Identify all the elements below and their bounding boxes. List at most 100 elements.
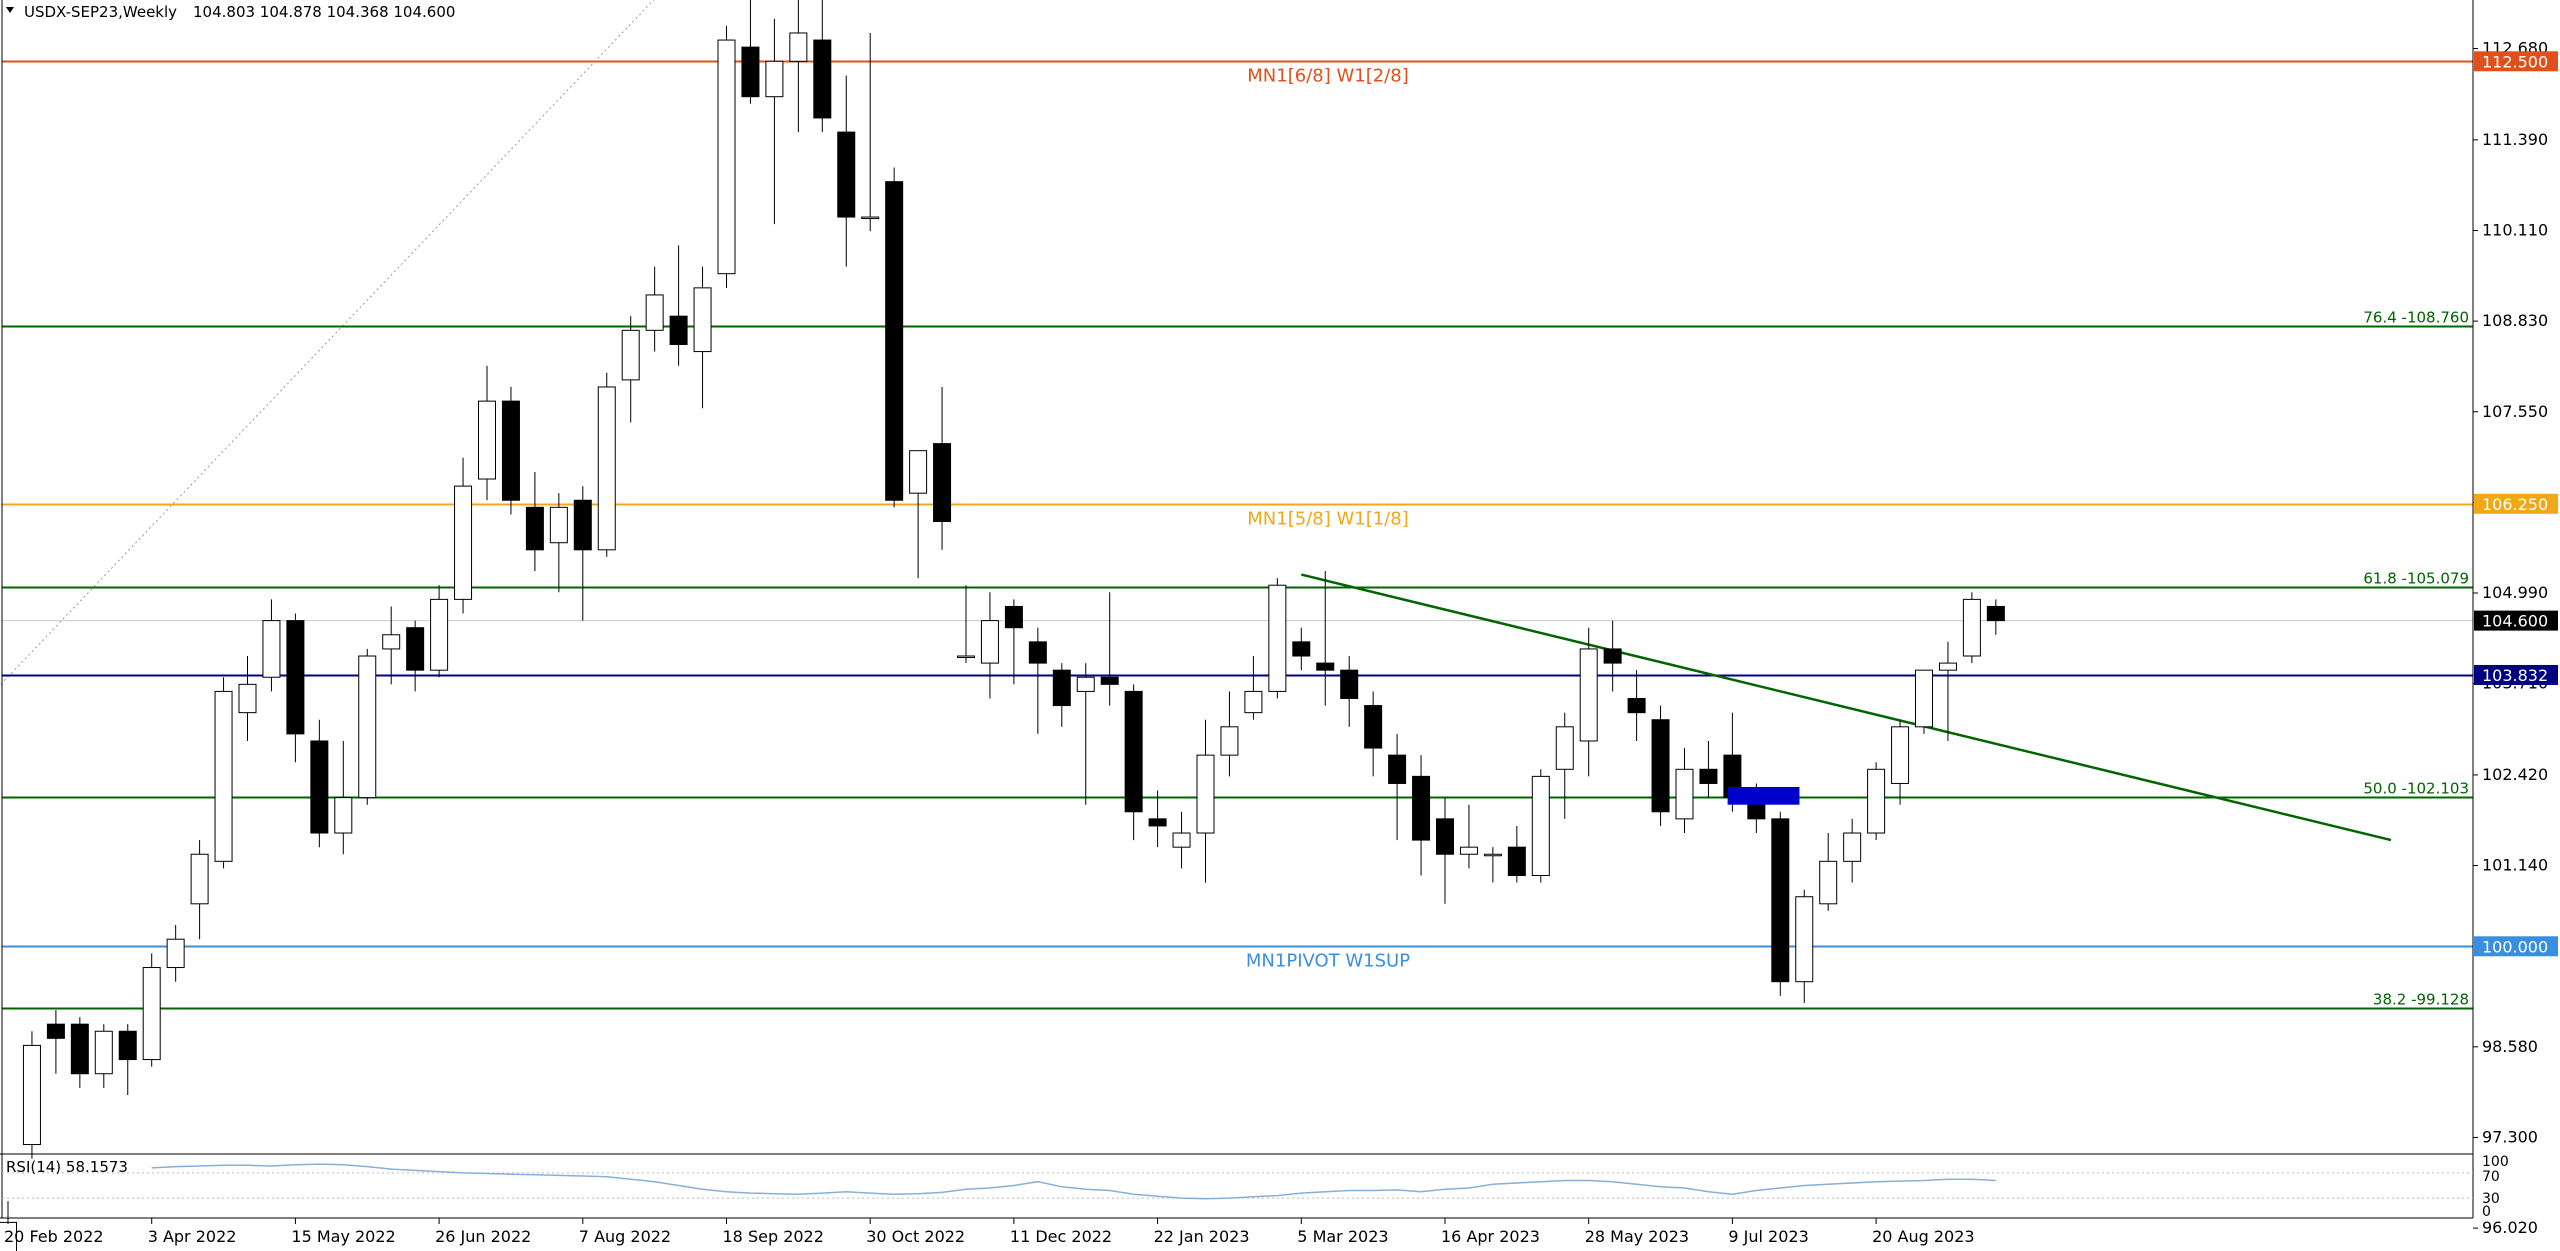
candle xyxy=(1843,818,1862,883)
candle xyxy=(645,266,664,352)
time-tick-label: 11 Dec 2022 xyxy=(1010,1227,1112,1246)
candle-body xyxy=(1675,768,1694,820)
horizontal-levels-layer: 100.0 -114.710MN1[6/8] W1[2/8]76.4 -108.… xyxy=(2,60,2473,1010)
candle xyxy=(765,18,784,225)
candle-body xyxy=(1819,860,1838,905)
candle xyxy=(885,167,904,508)
price-tag-label: 103.832 xyxy=(2482,666,2548,685)
price-tick-label: 96.020 xyxy=(2482,1218,2538,1237)
candle-body xyxy=(1771,818,1790,983)
candle-body xyxy=(885,181,904,501)
price-tag-label: 106.250 xyxy=(2482,495,2548,514)
candle-body xyxy=(669,315,688,345)
candle xyxy=(1771,811,1790,996)
candle xyxy=(1699,740,1718,798)
candle-body xyxy=(1795,896,1814,983)
candle xyxy=(1388,733,1407,841)
fib-diagonal-line xyxy=(0,0,655,685)
candle-body xyxy=(1699,768,1718,784)
candle-body xyxy=(334,797,353,834)
candle xyxy=(1412,755,1431,876)
candle xyxy=(454,457,473,614)
price-tick-label: 111.390 xyxy=(2482,130,2548,149)
rsi-line xyxy=(151,1163,1996,1200)
candle xyxy=(1124,684,1143,841)
candle xyxy=(1052,663,1071,727)
dropdown-arrow-icon[interactable] xyxy=(6,7,14,13)
candle-body xyxy=(549,506,568,544)
rsi-scale-30: 30 xyxy=(2482,1191,2500,1207)
time-tick-label: 22 Jan 2023 xyxy=(1154,1227,1250,1246)
candle-body xyxy=(1220,726,1239,756)
candle xyxy=(861,32,880,232)
candle-body xyxy=(430,598,449,671)
candle xyxy=(597,372,616,557)
price-tick-label: 98.580 xyxy=(2482,1037,2538,1056)
candle xyxy=(1220,691,1239,777)
candle-body xyxy=(1843,832,1862,862)
candle-body xyxy=(1028,641,1047,664)
candle-body xyxy=(1915,669,1933,728)
candle xyxy=(310,719,329,848)
candle xyxy=(549,493,568,593)
time-tick-label: 5 Mar 2023 xyxy=(1297,1227,1388,1246)
candle-body xyxy=(1459,846,1478,855)
candle-body xyxy=(382,634,401,650)
candle xyxy=(717,25,736,288)
candle xyxy=(22,1031,41,1159)
candle-body xyxy=(1316,662,1335,671)
time-axis: 20 Feb 2022 3 Apr 2022 15 May 2022 26 Jun 2… xyxy=(0,1217,2473,1246)
candle xyxy=(1603,620,1622,692)
candle-body xyxy=(1507,846,1526,876)
trendline[interactable] xyxy=(1301,573,2392,842)
price-tick-label: 101.140 xyxy=(2482,856,2548,875)
candle-body xyxy=(70,1023,89,1075)
rsi-scale-70: 70 xyxy=(2482,1169,2500,1185)
time-tick-label: 18 Sep 2022 xyxy=(723,1227,824,1246)
candle-body xyxy=(741,46,760,98)
candle-body xyxy=(1531,775,1550,876)
candle-body xyxy=(501,400,520,501)
candle-body xyxy=(813,39,832,119)
candle xyxy=(909,450,928,579)
candle xyxy=(1962,592,1981,664)
time-tick-label: 15 May 2022 xyxy=(291,1227,395,1246)
candle xyxy=(382,606,401,685)
candle xyxy=(980,592,999,699)
price-tick-label: 104.990 xyxy=(2482,583,2548,602)
price-tick-label: 108.830 xyxy=(2482,311,2548,330)
candle xyxy=(693,266,712,409)
candle-body xyxy=(190,853,209,905)
candle xyxy=(1651,705,1670,826)
candle-body xyxy=(454,485,473,600)
candle-body xyxy=(789,32,808,62)
symbol-info: USDX-SEP23,Weekly xyxy=(24,3,177,21)
candle xyxy=(286,613,305,763)
candle xyxy=(573,486,592,621)
candle-body xyxy=(1148,818,1167,827)
candle xyxy=(1028,627,1047,734)
candle xyxy=(1531,769,1550,883)
candle-body xyxy=(957,655,975,659)
candle xyxy=(1938,641,1957,741)
candle xyxy=(1867,762,1886,841)
candle-body xyxy=(406,627,425,671)
fib-level-label: 61.8 -105.079 xyxy=(2363,570,2469,588)
candle xyxy=(1891,719,1910,805)
candle xyxy=(1244,656,1263,720)
candle-body xyxy=(142,967,161,1061)
candle-body xyxy=(1364,705,1383,749)
chart-header: USDX-SEP23,Weekly 104.803 104.878 104.36… xyxy=(6,3,455,21)
candle-body xyxy=(1483,853,1502,857)
candle-body xyxy=(166,938,185,969)
candle-body xyxy=(286,620,305,735)
candle xyxy=(1148,790,1167,848)
candle xyxy=(813,0,832,133)
candle-body xyxy=(118,1030,137,1061)
time-tick-label: 28 May 2023 xyxy=(1585,1227,1689,1246)
candle-body xyxy=(1412,775,1431,841)
rsi-label: RSI(14) 58.1573 xyxy=(6,1158,128,1176)
fib-level-label: 76.4 -108.760 xyxy=(2363,309,2469,327)
